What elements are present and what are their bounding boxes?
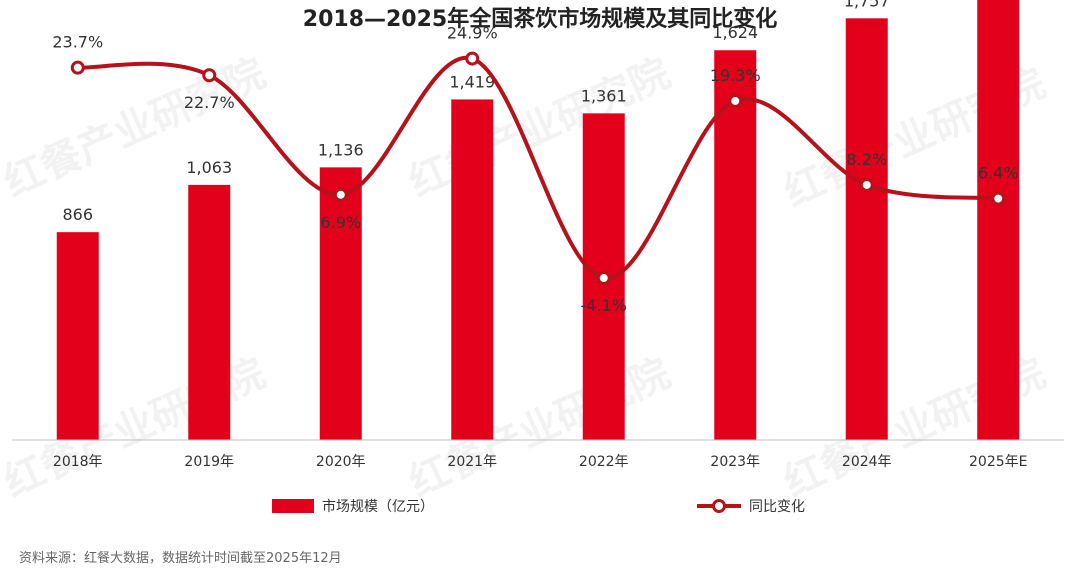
x-tick-label-4: 2021年 (447, 454, 497, 470)
watermark-1: 红餐产业研究院 (0, 50, 272, 206)
legend-bar-swatch (272, 499, 314, 513)
line-label-6: 19.3% (710, 66, 761, 85)
line-point-2 (202, 68, 217, 83)
x-tick-label-group: 2018年 2019年 2020年 2021年 2022年 2023年 2024年 2025年… (53, 454, 1028, 470)
bar-label-1: 866 (62, 205, 93, 224)
watermark-2: 红餐产业研究院 (402, 50, 677, 206)
legend: 市场规模（亿元） 同比变化 (272, 498, 805, 515)
bar-6 (714, 50, 757, 441)
chart-title: 2018—2025年全国茶饮市场规模及其同比变化 (303, 6, 777, 32)
line-point-7 (859, 177, 874, 192)
legend-bar-label: 市场规模（亿元） (322, 498, 434, 515)
line-point-3 (333, 187, 348, 202)
legend-line-label: 同比变化 (749, 499, 805, 515)
line-point-group (70, 51, 1006, 286)
line-label-8: 6.4% (978, 164, 1019, 183)
x-tick-label-2: 2019年 (184, 454, 234, 470)
line-label-4: 24.9% (447, 24, 498, 43)
line-point-6 (728, 93, 743, 108)
bar-4 (451, 99, 494, 440)
watermark-5: 红餐产业研究院 (402, 350, 677, 506)
x-tick-label-5: 2022年 (579, 454, 629, 470)
line-point-8 (991, 191, 1006, 206)
bar-1 (56, 232, 99, 440)
line-label-3: 6.9% (320, 213, 361, 232)
bar-label-7: 1,757 (844, 0, 890, 10)
bar-8 (977, 0, 1020, 440)
x-tick-label-7: 2024年 (842, 454, 892, 470)
watermark-4: 红餐产业研究院 (0, 350, 272, 506)
bar-series (56, 0, 1020, 441)
source-note: 资料来源：红餐大数据，数据统计时间截至2025年12月 (19, 550, 342, 566)
bar-label-2: 1,063 (186, 158, 232, 177)
x-tick-label-1: 2018年 (53, 454, 103, 470)
legend-line-marker (712, 499, 726, 513)
line-label-2: 22.7% (184, 93, 235, 112)
line-label-1: 23.7% (52, 33, 103, 52)
bar-label-5: 1,361 (581, 86, 627, 105)
line-point-5 (596, 271, 611, 286)
line-point-1 (70, 60, 85, 75)
bar-2 (188, 184, 231, 440)
x-tick-label-6: 2023年 (710, 454, 760, 470)
line-point-4 (465, 51, 480, 66)
bar-7 (845, 18, 888, 440)
x-tick-label-8: 2025年E (969, 454, 1027, 470)
bar-label-4: 1,419 (449, 72, 495, 91)
yoy-line (77, 55, 999, 281)
bar-label-6: 1,624 (712, 23, 758, 42)
line-label-7: 8.2% (846, 150, 887, 169)
line-label-group: 23.7% 22.7% 6.9% 24.9% -4.1% 19.3% 8.2% 6.4% (52, 24, 1018, 315)
bar-label-3: 1,136 (318, 140, 364, 159)
bar-3 (319, 167, 362, 441)
x-tick-label-3: 2020年 (316, 454, 366, 470)
line-label-5: -4.1% (581, 296, 627, 315)
